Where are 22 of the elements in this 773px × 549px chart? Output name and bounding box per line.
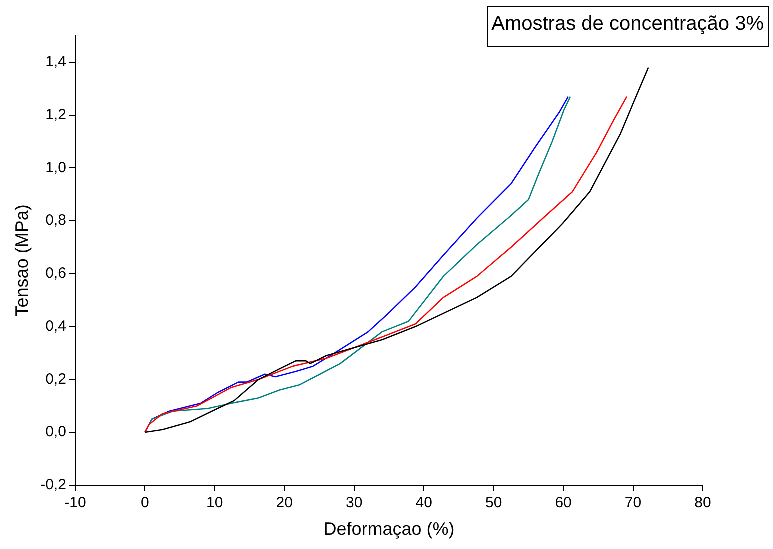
x-tick-label: 0 bbox=[141, 494, 150, 512]
x-axis-title: Deformaçao (%) bbox=[324, 519, 455, 540]
x-tick-label: 40 bbox=[416, 494, 432, 512]
x-tick-label: 20 bbox=[276, 494, 293, 512]
y-tick-label: 1,0 bbox=[46, 159, 66, 176]
y-tick-label: 0,0 bbox=[46, 424, 66, 441]
text: Amostras de concentração 3% bbox=[486, 6, 769, 47]
x-tick-label: 50 bbox=[485, 494, 502, 512]
x-tick-label: 10 bbox=[206, 494, 224, 512]
x-tick-label: 80 bbox=[694, 494, 712, 512]
x-tick-label: 30 bbox=[346, 494, 363, 512]
y-tick-label: 0,6 bbox=[46, 265, 66, 282]
x-tick-label: -10 bbox=[64, 494, 86, 512]
y-tick-label: 1,2 bbox=[46, 106, 66, 124]
y-axis-title: Tensao (MPa) bbox=[12, 204, 32, 317]
x-tick-label: 70 bbox=[624, 494, 642, 512]
y-tick-label: 0,4 bbox=[46, 318, 66, 335]
y-tick-label: -0,2 bbox=[40, 476, 66, 494]
y-tick-label: 1,4 bbox=[46, 54, 66, 71]
y-tick-label: 0,2 bbox=[46, 370, 66, 388]
y-tick-label: 0,8 bbox=[46, 212, 66, 230]
x-tick-label: 60 bbox=[555, 494, 572, 512]
